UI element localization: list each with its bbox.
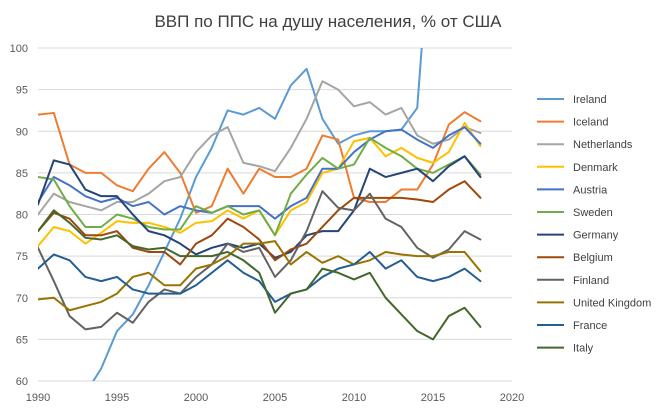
series-line-netherlands bbox=[38, 80, 482, 216]
x-tick-label: 2010 bbox=[342, 392, 366, 404]
series-line-ireland bbox=[92, 48, 423, 381]
legend-label-france: France bbox=[573, 320, 607, 332]
x-axis-ticks: 1990 1995 2000 2005 2010 2015 2020 bbox=[26, 392, 524, 404]
y-tick-label: 75 bbox=[16, 251, 28, 263]
y-tick-label: 90 bbox=[16, 126, 28, 138]
series-line-finland bbox=[38, 190, 482, 331]
legend-label-italy: Italy bbox=[573, 343, 594, 355]
series-line-united-kingdom bbox=[38, 240, 482, 312]
y-tick-label: 95 bbox=[16, 85, 28, 97]
legend-label-iceland: Iceland bbox=[573, 117, 608, 129]
y-axis-ticks: 60 65 70 75 80 85 90 95 100 bbox=[10, 43, 28, 388]
x-tick-label: 2000 bbox=[184, 392, 208, 404]
x-tick-label: 2015 bbox=[421, 392, 445, 404]
x-tick-label: 1995 bbox=[105, 392, 129, 404]
legend: Ireland Iceland Netherlands Denmark Austria S… bbox=[537, 94, 651, 355]
x-tick-label: 2005 bbox=[263, 392, 287, 404]
series-line-sweden bbox=[38, 136, 482, 237]
legend-label-finland: Finland bbox=[573, 275, 609, 287]
legend-label-austria: Austria bbox=[573, 184, 608, 196]
x-tick-label: 1990 bbox=[26, 392, 50, 404]
x-tick-label: 2020 bbox=[500, 392, 524, 404]
legend-label-netherlands: Netherlands bbox=[573, 139, 633, 151]
series-lines bbox=[38, 48, 482, 381]
y-tick-label: 85 bbox=[16, 168, 28, 180]
series-line-belgium bbox=[38, 180, 482, 266]
legend-label-ireland: Ireland bbox=[573, 94, 607, 106]
legend-label-germany: Germany bbox=[573, 230, 619, 242]
y-tick-label: 65 bbox=[16, 334, 28, 346]
series-line-italy bbox=[38, 209, 482, 341]
legend-label-belgium: Belgium bbox=[573, 252, 613, 264]
legend-label-denmark: Denmark bbox=[573, 162, 618, 174]
legend-label-sweden: Sweden bbox=[573, 207, 613, 219]
series-line-austria bbox=[38, 126, 482, 220]
y-tick-label: 70 bbox=[16, 293, 28, 305]
series-line-france bbox=[38, 250, 482, 303]
chart-title: ВВП по ППС на душу населения, % от США bbox=[154, 12, 502, 31]
plot-area bbox=[38, 48, 482, 381]
series-line-iceland bbox=[38, 111, 482, 214]
y-tick-label: 60 bbox=[16, 376, 28, 388]
legend-label-united-kingdom: United Kingdom bbox=[573, 297, 651, 309]
y-tick-label: 80 bbox=[16, 210, 28, 222]
y-tick-label: 100 bbox=[10, 43, 28, 55]
